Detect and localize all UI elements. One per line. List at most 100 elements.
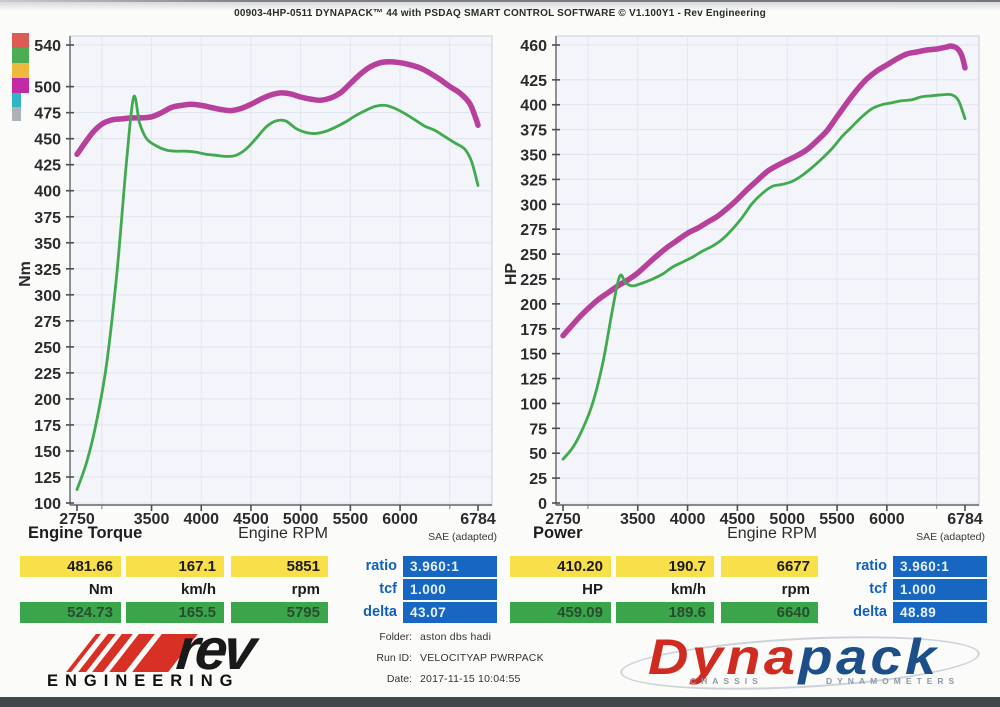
power-peak-rpm: 6677: [721, 556, 818, 577]
engine-torque-y-tick-label: 450: [34, 132, 61, 149]
power-result-panel: 410.20 190.7 6677 HP km/h rpm 459.09 189…: [510, 556, 987, 624]
rev-logo-subtitle: ENGINEERING: [47, 672, 240, 690]
engine-torque-y-tick-label: 540: [34, 38, 61, 55]
torque-unit-3: rpm: [291, 581, 320, 598]
date-value: 2017-11-15 10:04:55: [420, 673, 521, 685]
power-y-tick-label: 100: [520, 396, 547, 413]
power-y-tick-label: 50: [529, 446, 547, 463]
power-peak-value: 410.20: [510, 556, 611, 577]
engine-torque-y-tick-label: 425: [34, 158, 61, 175]
power-tcf-value: 1.000: [893, 579, 987, 600]
power-y-tick-label: 400: [520, 98, 547, 115]
torque-ratio-label: ratio: [365, 558, 397, 574]
legend-swatch-6: [12, 107, 21, 121]
dynapack-logo-word: Dynapack: [648, 628, 939, 686]
power-unit-1: HP: [582, 581, 603, 598]
dynapack-subtitle-dynamometers: DYNAMOMETERS: [826, 676, 960, 686]
engine-torque-y-tick-label: 150: [34, 444, 61, 461]
power-y-tick-label: 0: [538, 496, 547, 513]
power-ratio-label: ratio: [855, 558, 887, 574]
engine-torque-y-tick-label: 475: [34, 106, 61, 123]
torque-peak-speed: 167.1: [126, 556, 224, 577]
engine-torque-y-tick-label: 275: [34, 314, 61, 331]
power-y-tick-label: 25: [529, 471, 547, 488]
power-y-tick-label: 460: [520, 38, 547, 55]
engine-torque-y-tick-label: 250: [34, 340, 61, 357]
torque-ref-rpm: 5795: [231, 602, 328, 623]
power-y-tick-label: 275: [520, 222, 547, 239]
power-ref-speed: 189.6: [616, 602, 714, 623]
legend-swatch-3: [12, 63, 29, 78]
run-legend: [12, 33, 32, 121]
power-y-tick-label: 225: [520, 272, 547, 289]
engine-torque-x-tick-label: 6784: [460, 511, 496, 528]
power-y-tick-label: 200: [520, 297, 547, 314]
torque-result-panel: 481.66 167.1 5851 Nm km/h rpm 524.73 165…: [20, 556, 497, 624]
folder-row: Folder: aston dbs hadi: [348, 631, 618, 643]
torque-delta-label: delta: [363, 604, 397, 620]
engine-torque-y-tick-label: 125: [34, 470, 61, 487]
torque-ratio-value: 3.960:1: [403, 556, 497, 577]
torque-unit-1: Nm: [88, 581, 113, 598]
power-x-axis-title: Engine RPM: [727, 525, 817, 542]
engine-torque-y-tick-label: 350: [34, 236, 61, 253]
power-y-tick-label: 250: [520, 247, 547, 264]
power-tcf-label: tcf: [869, 581, 887, 597]
torque-ref-value: 524.73: [20, 602, 121, 623]
bottom-border-strip: [0, 697, 1000, 707]
dynapack-subtitle-chassis: CHASSIS: [690, 676, 763, 686]
power-y-tick-label: 175: [520, 322, 547, 339]
legend-swatch-1: [12, 33, 29, 48]
power-peak-speed: 190.7: [616, 556, 714, 577]
power-y-tick-label: 350: [520, 148, 547, 165]
power-x-tick-label: 3500: [620, 511, 656, 528]
engine-torque-x-tick-label: 5500: [333, 511, 369, 528]
torque-peak-value: 481.66: [20, 556, 121, 577]
engine-torque-y-tick-label: 500: [34, 80, 61, 97]
folder-value: aston dbs hadi: [420, 631, 492, 643]
power-plot-area: [555, 35, 980, 506]
engine-torque-x-axis-title: Engine RPM: [238, 525, 328, 542]
run-id-label: Run ID:: [376, 652, 412, 664]
power-x-tick-label: 6784: [947, 511, 983, 528]
torque-peak-rpm: 5851: [231, 556, 328, 577]
run-info-block: Folder: aston dbs hadi Run ID: VELOCITYAP …: [348, 631, 618, 694]
folder-label: Folder:: [379, 631, 412, 643]
power-x-tick-label: 4000: [670, 511, 706, 528]
engine-torque-sae-note: SAE (adapted): [428, 531, 497, 543]
dynapack-word-dyna: Dyna: [648, 629, 799, 685]
power-sae-note: SAE (adapted): [916, 531, 985, 543]
header-title: 00903-4HP-0511 DYNAPACK™ 44 with PSDAQ S…: [234, 8, 766, 19]
torque-unit-2: km/h: [180, 581, 216, 598]
power-ref-rpm: 6640: [721, 602, 818, 623]
power-y-tick-label: 325: [520, 172, 547, 189]
power-delta-label: delta: [853, 604, 887, 620]
dynapack-logo: Dynapack CHASSIS DYNAMOMETERS: [618, 628, 990, 698]
torque-magenta-run-curve: [74, 58, 481, 158]
power-y-tick-label: 75: [529, 421, 547, 438]
run-id-row: Run ID: VELOCITYAP PWRPACK: [348, 652, 618, 664]
power-y-tick-label: 150: [520, 347, 547, 364]
engine-torque-y-tick-label: 325: [34, 262, 61, 279]
top-border-line: [0, 0, 1000, 2]
dynapack-word-pack: pack: [798, 629, 940, 685]
engine-torque-x-tick-label: 5000: [283, 511, 319, 528]
engine-torque-x-tick-label: 2750: [59, 511, 95, 528]
power-y-tick-label: 425: [520, 73, 547, 90]
engine-torque-y-tick-label: 375: [34, 210, 61, 227]
power-x-tick-label: 2750: [545, 511, 581, 528]
engine-torque-y-tick-label: 200: [34, 392, 61, 409]
legend-swatch-5: [12, 93, 21, 107]
engine-torque-y-tick-label: 300: [34, 288, 61, 305]
power-ratio-value: 3.960:1: [893, 556, 987, 577]
power-chart-title: Power: [533, 524, 583, 542]
power-x-tick-label: 4500: [720, 511, 756, 528]
power-x-tick-label: 5500: [819, 511, 855, 528]
engine-torque-x-tick-label: 4000: [183, 511, 219, 528]
dyno-charts: 5405004754504254003753503253002752502252…: [17, 35, 985, 543]
power-x-tick-label: 6000: [869, 511, 905, 528]
power-y-tick-label: 125: [520, 372, 547, 389]
date-label: Date:: [386, 673, 412, 685]
engine-torque-x-tick-label: 6000: [382, 511, 418, 528]
